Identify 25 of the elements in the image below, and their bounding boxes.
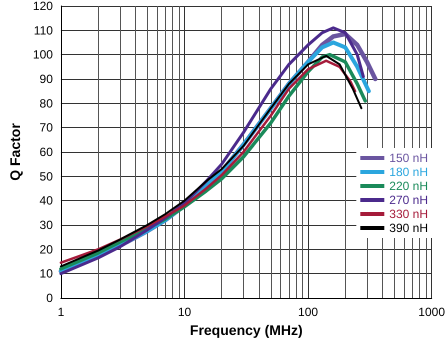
- y-axis-title: Q Factor: [7, 122, 23, 181]
- y-tick-label: 50: [40, 169, 54, 184]
- legend-label: 390 nH: [389, 221, 428, 235]
- y-tick-label: 90: [40, 72, 54, 86]
- y-tick-label: 120: [32, 0, 54, 13]
- y-tick-label: 80: [40, 96, 54, 110]
- y-tick-label: 30: [40, 218, 54, 232]
- y-tick-label: 20: [40, 242, 54, 256]
- legend-label: 330 nH: [389, 207, 428, 221]
- y-tick-label: 110: [34, 23, 54, 38]
- x-tick-label: 100: [298, 305, 318, 319]
- y-tick-label: 60: [40, 145, 54, 159]
- y-tick-label: 10: [40, 266, 54, 281]
- legend-label: 270 nH: [389, 193, 428, 207]
- x-tick-label: 10: [178, 305, 192, 319]
- y-tick-label: 100: [32, 48, 54, 62]
- x-axis-title: Frequency (MHz): [190, 322, 303, 338]
- y-tick-label: 0: [46, 291, 54, 305]
- y-tick-label: 40: [40, 194, 54, 208]
- y-tick-label: 70: [40, 120, 54, 135]
- legend-label: 180 nH: [389, 165, 428, 179]
- legend-label: 220 nH: [389, 179, 428, 193]
- legend-label: 150 nH: [389, 151, 428, 165]
- x-tick-label: 1: [58, 305, 65, 319]
- x-tick-label: 1000: [418, 305, 446, 319]
